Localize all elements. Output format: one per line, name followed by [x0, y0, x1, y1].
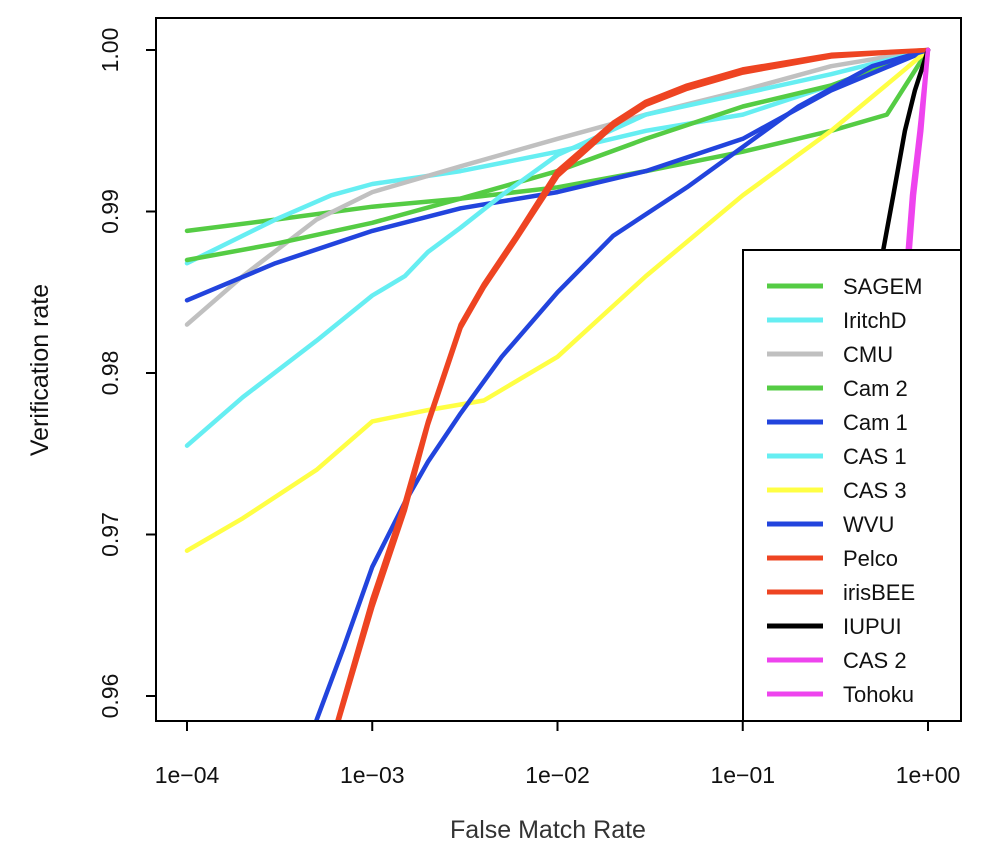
- legend-label-7: WVU: [843, 512, 894, 537]
- series-line-1: [184, 47, 931, 266]
- legend-label-8: Pelco: [843, 546, 898, 571]
- series-line-9: [336, 47, 931, 721]
- series-line-7: [314, 47, 931, 721]
- x-axis: 1e−04 1e−03 1e−02 1e−01 1e+00: [155, 721, 961, 788]
- y-tick-label-1: 0.97: [97, 512, 123, 557]
- legend-label-5: CAS 1: [843, 444, 907, 469]
- series-line-12: [906, 47, 931, 263]
- x-tick-label-1: 1e−03: [340, 762, 405, 788]
- y-axis: 0.96 0.97 0.98 0.99 1.00: [97, 28, 156, 719]
- legend-label-10: IUPUI: [843, 614, 902, 639]
- x-tick-label-0: 1e−04: [155, 762, 220, 788]
- legend-label-0: SAGEM: [843, 274, 922, 299]
- legend-label-6: CAS 3: [843, 478, 907, 503]
- legend-label-2: CMU: [843, 342, 893, 367]
- legend-label-12: Tohoku: [843, 682, 914, 707]
- x-tick-label-4: 1e+00: [896, 762, 961, 788]
- y-tick-label-3: 0.99: [97, 189, 123, 234]
- x-tick-label-3: 1e−01: [710, 762, 775, 788]
- series-line-5: [184, 47, 931, 448]
- y-tick-label-4: 1.00: [97, 28, 123, 73]
- y-tick-label-0: 0.96: [97, 674, 123, 719]
- legend-label-3: Cam 2: [843, 376, 908, 401]
- y-tick-label-2: 0.98: [97, 351, 123, 396]
- y-axis-label: Verification rate: [26, 284, 54, 456]
- x-axis-label: False Match Rate: [450, 816, 646, 844]
- series-line-6: [184, 47, 931, 553]
- legend: SAGEM IritchD CMU Cam 2 Cam 1 CAS 1 CAS 3 WVU Pe…: [742, 249, 962, 722]
- series-layer: [184, 47, 931, 721]
- x-tick-label-2: 1e−02: [525, 762, 590, 788]
- series-line-2: [184, 47, 931, 327]
- series-line-10: [879, 47, 931, 263]
- legend-label-4: Cam 1: [843, 410, 908, 435]
- legend-label-11: CAS 2: [843, 648, 907, 673]
- legend-label-1: IritchD: [843, 308, 907, 333]
- legend-label-9: irisBEE: [843, 580, 915, 605]
- legend-box: [742, 249, 962, 722]
- series-line-0: [184, 47, 931, 234]
